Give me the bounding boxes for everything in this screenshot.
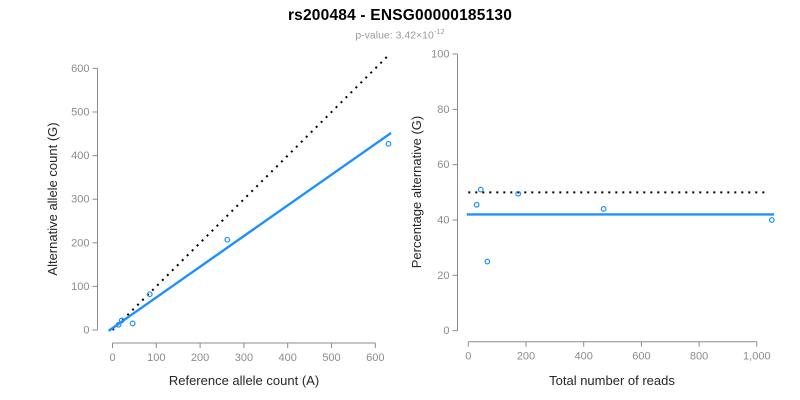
data-point [477,186,484,193]
x-tick-label: 200 [191,352,209,364]
pvalue-exponent: -12 [433,27,445,36]
x-tick-label: 500 [322,352,340,364]
y-tick-label: 0 [83,325,89,337]
x-axis-label: Reference allele count (A) [169,373,319,388]
x-tick-label: 600 [632,351,650,363]
y-tick-label: 40 [437,215,449,227]
data-point [473,201,480,208]
y-tick-label: 200 [71,237,89,249]
y-axis-label: Alternative allele count (G) [45,122,60,275]
data-point [118,317,125,324]
y-axis-label: Percentage alternative (G) [409,116,424,268]
identity-line [111,53,391,331]
x-tick-label: 800 [690,351,708,363]
x-tick-label: 0 [109,352,115,364]
y-tick-label: 400 [71,150,89,162]
y-tick-label: 100 [431,49,449,61]
page-title: rs200484 - ENSG00000185130 [0,7,800,25]
x-tick-label: 200 [517,351,535,363]
x-tick-label: 600 [366,352,384,364]
pvalue-prefix: p-value: [355,29,396,42]
y-tick-label: 60 [437,159,449,171]
data-point [484,258,491,265]
y-tick-label: 80 [437,104,449,116]
data-point [129,320,136,327]
allele-counts-chart: 0 100 200 300 400 500 600 0 100 200 300 400 500 600 Re… [45,53,392,388]
data-point [385,140,392,147]
y-tick-label: 0 [443,325,449,337]
data-point [768,217,775,223]
y-tick-label: 500 [71,107,89,119]
pvalue-subtitle: p-value: 3.42×10-12 [0,27,800,42]
y-tick-label: 20 [437,270,449,282]
data-point [515,190,522,197]
y-tick-label: 600 [71,63,89,75]
title-text: rs200484 - ENSG00000185130 [287,7,513,24]
x-tick-label: 300 [235,352,253,364]
data-point [146,291,153,298]
y-tick-label: 300 [71,194,89,206]
pvalue-mantissa: 3.42×10 [395,29,434,42]
percentage-vs-reads-chart: 0 20 40 60 80 100 0 200 400 600 800 1,000 Total numb… [409,49,775,388]
x-tick-label: 400 [575,351,593,363]
x-axis-label: Total number of reads [549,373,675,388]
x-tick-label: 0 [465,351,471,363]
regression-line [107,131,392,332]
data-point [224,236,231,243]
x-tick-label: 1,000 [743,351,771,363]
x-tick-label: 100 [147,352,165,364]
data-point [115,321,122,328]
x-tick-label: 400 [279,352,297,364]
y-tick-label: 100 [71,281,89,293]
data-point [600,206,607,212]
